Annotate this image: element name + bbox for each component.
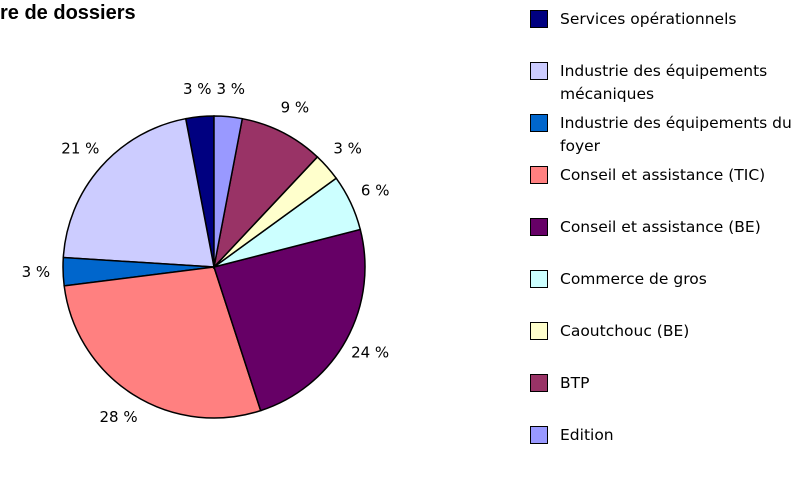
legend-swatch — [530, 10, 548, 28]
pie-slice — [63, 266, 262, 419]
data-label: 21 % — [61, 140, 99, 158]
legend-label: BTP — [560, 374, 590, 392]
legend-swatch — [530, 166, 548, 184]
legend-label: Conseil et assistance (TIC) — [560, 166, 766, 184]
legend-swatch — [530, 322, 548, 340]
legend-item: BTP — [528, 372, 796, 419]
legend-swatch — [530, 218, 548, 236]
legend-label: Conseil et assistance (BE) — [560, 218, 761, 236]
data-label: 9 % — [281, 99, 310, 117]
legend-item: Commerce de gros — [528, 268, 796, 315]
legend-label: Commerce de gros — [560, 270, 707, 288]
legend-label: Edition — [560, 426, 614, 444]
legend-label: Industrie des équipements mécaniques — [560, 62, 768, 103]
legend: Services opérationnels Industrie des équi… — [528, 8, 796, 476]
legend-swatch — [530, 114, 548, 132]
data-label: 3 % — [333, 140, 362, 158]
legend-item: Edition — [528, 424, 796, 471]
chart: 3 % 21 % 3 % 28 % 24 % 6 % 3 % 9 % 3 % — [22, 80, 390, 426]
legend-label: Caoutchouc (BE) — [560, 322, 690, 340]
legend-item: Conseil et assistance (TIC) — [528, 164, 796, 211]
legend-swatch — [530, 270, 548, 288]
pie-slice — [213, 115, 244, 268]
legend-swatch — [530, 426, 548, 444]
legend-swatch — [530, 62, 548, 80]
data-label: 28 % — [99, 408, 137, 426]
pie-slice — [212, 117, 319, 270]
legend-item: Services opérationnels — [528, 8, 796, 55]
pie-slice — [213, 228, 366, 412]
legend-item: Industrie des équipements du foyer — [528, 112, 796, 159]
data-label: 6 % — [361, 182, 390, 200]
chart-title: re de dossiers — [0, 2, 136, 24]
legend-item: Industrie des équipements mécaniques — [528, 60, 796, 107]
legend-label: Industrie des équipements du foyer — [560, 114, 792, 155]
legend-swatch — [530, 374, 548, 392]
pie-slice — [62, 117, 215, 268]
legend-item: Caoutchouc (BE) — [528, 320, 796, 367]
legend-item: Conseil et assistance (BE) — [528, 216, 796, 263]
data-label: 3 % — [22, 263, 51, 281]
data-label: 3 % — [216, 80, 245, 98]
data-label: 24 % — [351, 343, 389, 361]
legend-label: Services opérationnels — [560, 10, 737, 28]
data-label: 3 % — [183, 80, 212, 98]
